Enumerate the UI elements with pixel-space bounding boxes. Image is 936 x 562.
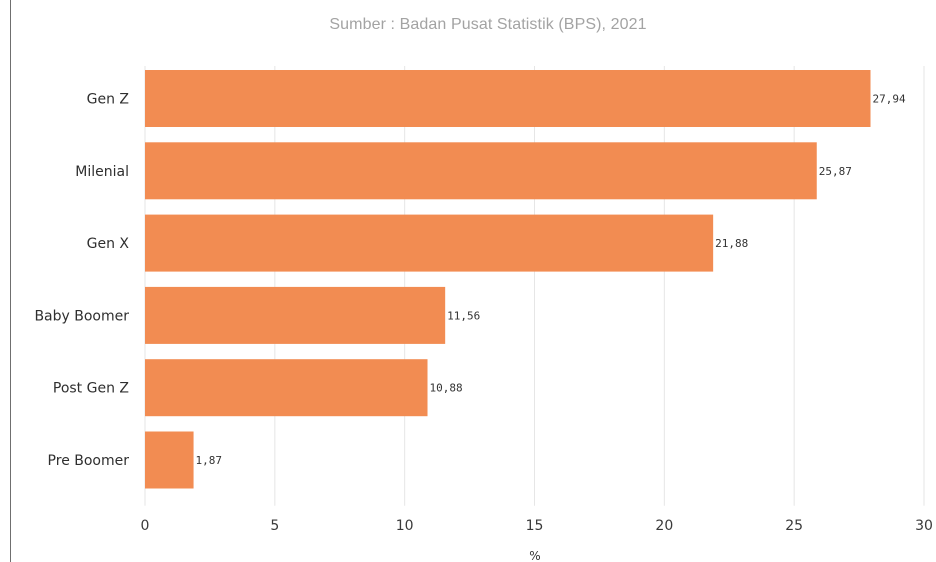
x-tick-label-0: 0: [141, 518, 150, 534]
bar-baby-boomer[interactable]: [145, 286, 446, 344]
value-label-baby-boomer: 11,56: [447, 309, 480, 322]
x-tick-label-20: 20: [655, 518, 673, 534]
bar-post-gen-z[interactable]: [145, 359, 428, 417]
bar-milenial[interactable]: [145, 142, 817, 200]
x-tick-label-25: 25: [785, 518, 803, 534]
value-label-milenial: 25,87: [819, 165, 852, 178]
x-tick-label-30: 30: [915, 518, 933, 534]
category-label-milenial: Milenial: [75, 164, 129, 180]
value-label-gen-z: 27,94: [873, 93, 906, 106]
value-label-gen-x: 21,88: [715, 237, 748, 250]
category-label-pre-boomer: Pre Boomer: [48, 453, 130, 469]
x-tick-label-15: 15: [526, 518, 544, 534]
x-tick-label-5: 5: [270, 518, 279, 534]
value-label-pre-boomer: 1,87: [196, 454, 223, 467]
frame-border-left: [10, 0, 11, 562]
chart-title: Sumber : Badan Pusat Statistik (BPS), 20…: [329, 16, 647, 33]
category-label-gen-z: Gen Z: [87, 92, 129, 108]
category-label-post-gen-z: Post Gen Z: [53, 381, 129, 397]
bar-gen-z[interactable]: [145, 70, 871, 127]
bar-gen-x[interactable]: [145, 214, 714, 272]
x-tick-label-10: 10: [396, 518, 414, 534]
value-label-post-gen-z: 10,88: [430, 382, 463, 395]
x-axis-title: %: [529, 549, 540, 562]
bar-pre-boomer[interactable]: [145, 431, 194, 489]
category-label-gen-x: Gen X: [87, 236, 130, 252]
category-label-baby-boomer: Baby Boomer: [34, 308, 129, 324]
